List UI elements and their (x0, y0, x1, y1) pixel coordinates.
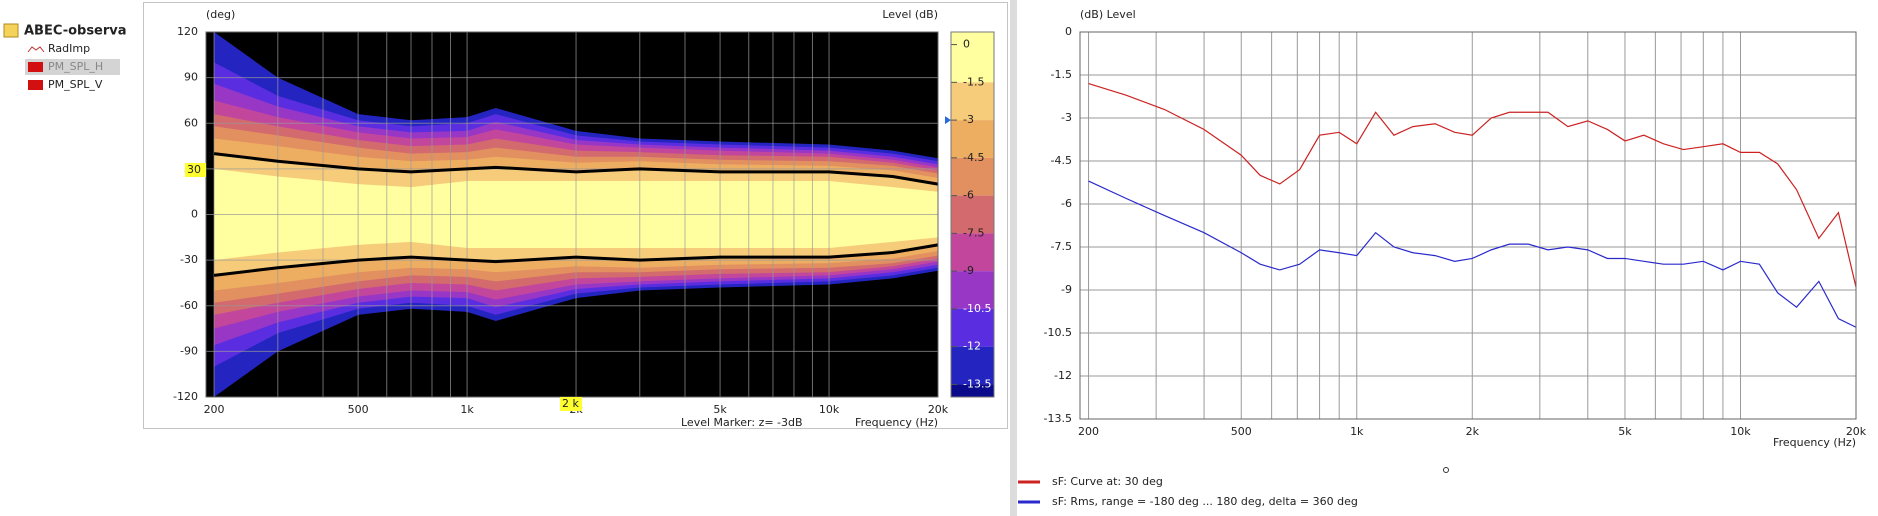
x-tick-label: 20k (928, 403, 949, 416)
x-tick-label: 500 (348, 403, 369, 416)
colorbar-label: -12 (963, 340, 981, 353)
x-tick-label: 2k (1466, 425, 1480, 438)
cursor-x-box (560, 397, 582, 411)
colorbar-label: -4.5 (963, 151, 984, 164)
y-tick-label: 120 (177, 25, 198, 38)
z-axis-label: Level (dB) (882, 8, 938, 21)
y-tick-label: -9 (1061, 283, 1072, 296)
splitter[interactable] (1010, 0, 1017, 516)
selection (25, 59, 120, 75)
map-icon (28, 62, 43, 72)
colorbar-band (951, 195, 994, 234)
colorbar-band (951, 346, 994, 385)
colorbar-label: -7.5 (963, 226, 984, 239)
colorbar-border (950, 31, 995, 398)
cursor-x-label: 2 k (562, 397, 579, 410)
series-line (1088, 180, 1857, 328)
tree-root[interactable]: ABEC-observa (24, 24, 127, 39)
level-marker-line (213, 243, 939, 277)
y-tick-label: -12 (1054, 369, 1072, 382)
level-marker-line (213, 152, 939, 186)
legend-label: sF: Curve at: 30 deg (1052, 475, 1163, 488)
y-tick-label: -1.5 (1051, 68, 1072, 81)
curve-icon (27, 46, 45, 53)
x-axis-label: Frequency (Hz) (1773, 436, 1856, 449)
dot (1443, 467, 1449, 473)
marker-label: Level Marker: z= -3dB (681, 416, 803, 429)
colorbar-band (951, 82, 994, 121)
y-tick-label: 60 (184, 116, 198, 129)
y-tick-label: -6 (1061, 197, 1072, 210)
x-tick-label: 10k (1730, 425, 1751, 438)
colorbar-label: -6 (963, 189, 974, 202)
folder-icon (3, 23, 19, 38)
y-tick-label: -30 (180, 253, 198, 266)
series-line (1088, 83, 1857, 288)
cursor-y-label: 30 (187, 163, 201, 176)
colorbar-band (951, 384, 994, 397)
colorbar-label: 0 (963, 38, 970, 51)
colorbar-band (951, 308, 994, 347)
cursor-y-box (185, 163, 206, 177)
x-tick-label: 20k (1846, 425, 1867, 438)
tree-item[interactable]: PM_SPL_H (48, 60, 103, 73)
x-tick-label: 10k (819, 403, 840, 416)
y-tick-label: -7.5 (1051, 240, 1072, 253)
y-tick-label: -120 (173, 390, 198, 403)
colorbar-band (951, 157, 994, 196)
y-axis-label: (deg) (206, 8, 235, 21)
legend-label: sF: Rms, range = -180 deg ... 180 deg, d… (1052, 495, 1358, 508)
left-chart: 2005001k2k5k10k20k-120-90-60-30030609012… (173, 8, 995, 429)
colorbar-label: -1.5 (963, 75, 984, 88)
y-tick-label: -10.5 (1044, 326, 1072, 339)
y-tick-label: -4.5 (1051, 154, 1072, 167)
colorbar-label: -9 (963, 264, 974, 277)
plot-border (1079, 31, 1857, 420)
x-tick-label: 5k (713, 403, 727, 416)
x-tick-label: 1k (1350, 425, 1364, 438)
y-tick-label: -60 (180, 299, 198, 312)
colorbar-band (951, 271, 994, 309)
colorbar-label: -10.5 (963, 302, 991, 315)
x-tick-label: 200 (204, 403, 225, 416)
y-tick-label: 0 (191, 208, 198, 221)
x-tick-label: 200 (1078, 425, 1099, 438)
y-tick-label: 0 (1065, 25, 1072, 38)
colorbar-label: -3 (963, 113, 974, 126)
colorbar-band (951, 120, 994, 158)
x-tick-label: 5k (1618, 425, 1632, 438)
y-tick-label: -90 (180, 344, 198, 357)
colorbar-band (951, 233, 994, 272)
tree-item[interactable]: PM_SPL_V (48, 78, 103, 91)
x-tick-label: 1k (460, 403, 474, 416)
colorbar-band (951, 32, 994, 83)
colorbar-label: -13.5 (963, 377, 991, 390)
y-tick-label: 90 (184, 71, 198, 84)
map-icon (28, 80, 43, 90)
y-axis-label: (dB) Level (1080, 8, 1136, 21)
tree-item[interactable]: RadImp (48, 42, 90, 55)
y-tick-label: -13.5 (1044, 412, 1072, 425)
chart-frame (143, 2, 1008, 429)
x-axis-label: Frequency (Hz) (855, 416, 938, 429)
right-chart: 200 500 1k 2k 5k 10k 20k -13.5 -12 -10.5 -9 -7.5 -6 -… (1018, 8, 1867, 508)
y-tick-label: -3 (1061, 111, 1072, 124)
marker-arrow (945, 116, 951, 125)
x-tick-label: 500 (1231, 425, 1252, 438)
